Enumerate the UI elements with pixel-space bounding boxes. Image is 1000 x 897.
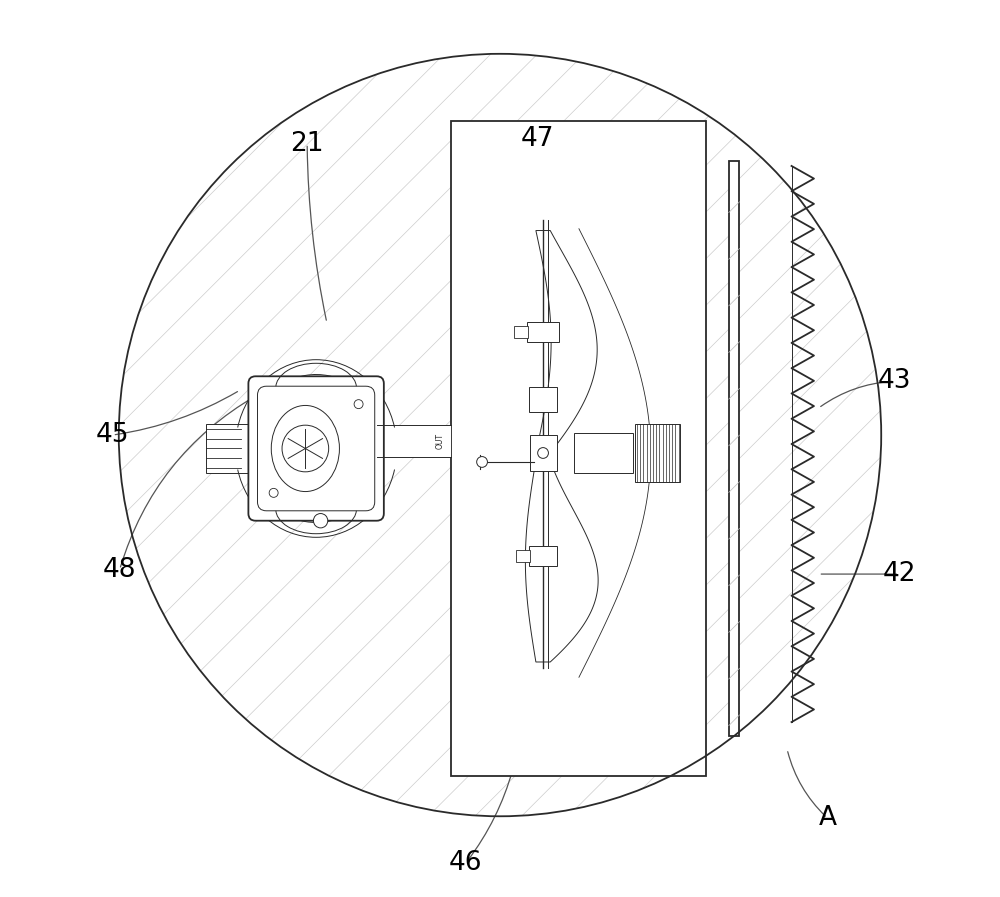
Circle shape	[354, 400, 363, 409]
Bar	[529, 546, 557, 566]
Bar	[377, 425, 451, 457]
Ellipse shape	[271, 405, 339, 492]
Text: A: A	[818, 806, 836, 831]
FancyBboxPatch shape	[248, 377, 384, 520]
Text: 46: 46	[449, 850, 483, 875]
Text: 45: 45	[96, 422, 129, 448]
Text: 42: 42	[882, 562, 916, 587]
Circle shape	[313, 513, 328, 527]
Bar	[527, 322, 559, 342]
Bar	[451, 121, 706, 776]
Text: OUT: OUT	[435, 433, 444, 449]
Bar	[529, 387, 557, 412]
Polygon shape	[525, 460, 598, 662]
Circle shape	[282, 425, 329, 472]
Circle shape	[538, 448, 548, 458]
Text: 48: 48	[103, 557, 136, 582]
Bar	[574, 433, 633, 474]
Bar	[530, 435, 557, 471]
Bar	[516, 550, 530, 562]
Text: 21: 21	[290, 131, 324, 156]
FancyBboxPatch shape	[257, 387, 375, 510]
Bar	[206, 424, 256, 474]
Circle shape	[269, 488, 278, 497]
Bar	[514, 326, 528, 338]
Bar	[729, 161, 739, 736]
Bar	[635, 423, 680, 483]
Polygon shape	[536, 231, 597, 453]
Text: 43: 43	[878, 369, 911, 394]
Text: 47: 47	[521, 126, 554, 152]
Circle shape	[477, 457, 487, 467]
